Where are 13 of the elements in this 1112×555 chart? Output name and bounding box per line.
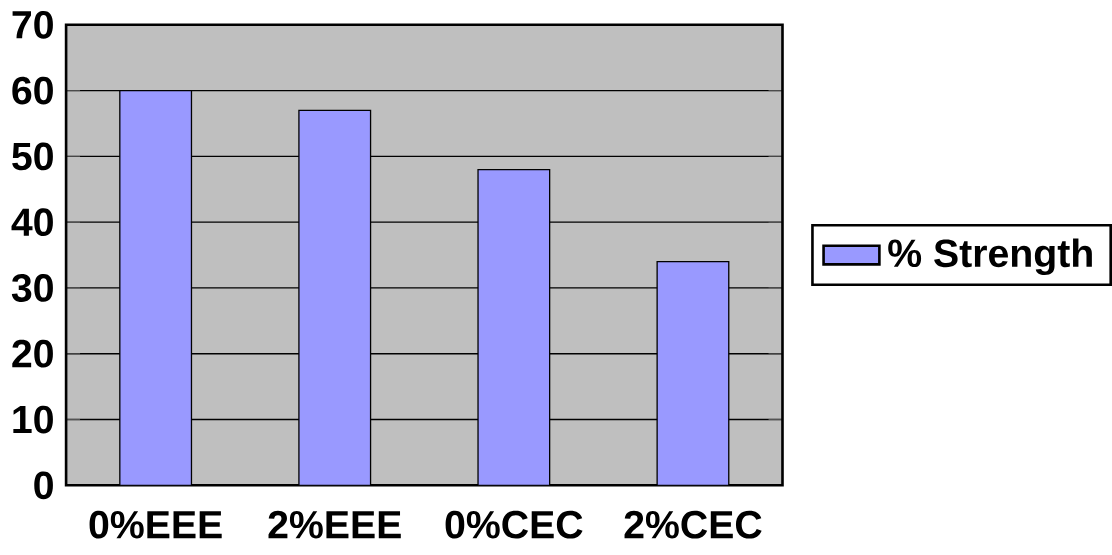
legend-label: % Strength: [888, 238, 1092, 276]
y-tick-label: 10: [13, 405, 53, 434]
y-tick-label: 70: [12, 10, 53, 39]
x-tick-label: 0%EEE: [89, 510, 222, 539]
x-tick-label: 2%CEC: [624, 510, 762, 539]
y-tick-label: 60: [12, 76, 53, 105]
y-tick-label: 30: [11, 274, 53, 302]
y-tick-label: 0: [34, 471, 53, 500]
x-tick-label: 2%EEE: [268, 510, 401, 539]
y-tick-label: 20: [12, 339, 53, 368]
y-tick-label: 40: [11, 208, 53, 236]
x-tick-label: 0%CEC: [445, 510, 583, 539]
y-tick-label: 50: [12, 142, 53, 171]
